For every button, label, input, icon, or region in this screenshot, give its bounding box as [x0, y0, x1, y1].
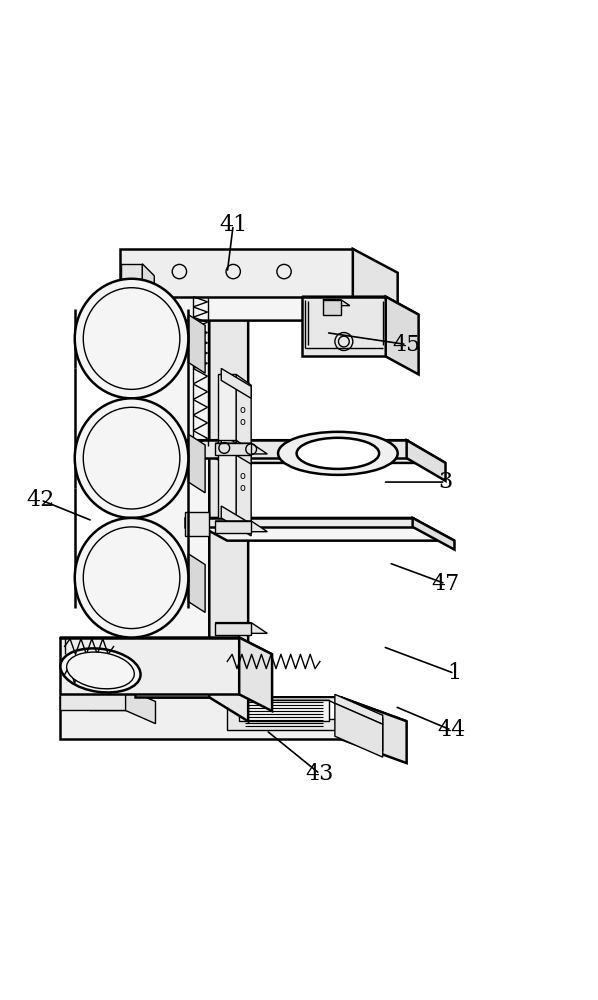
- Polygon shape: [132, 652, 152, 681]
- Polygon shape: [185, 440, 446, 463]
- Polygon shape: [227, 697, 383, 718]
- Polygon shape: [236, 440, 251, 529]
- Polygon shape: [218, 440, 236, 518]
- Text: 42: 42: [26, 489, 55, 511]
- Polygon shape: [302, 297, 386, 356]
- Polygon shape: [142, 264, 154, 300]
- Ellipse shape: [75, 518, 188, 638]
- Ellipse shape: [297, 438, 379, 469]
- Ellipse shape: [66, 652, 135, 689]
- Text: 47: 47: [431, 573, 460, 595]
- Polygon shape: [341, 697, 383, 751]
- Polygon shape: [386, 297, 419, 374]
- Text: 44: 44: [437, 719, 466, 741]
- Polygon shape: [60, 688, 126, 710]
- Polygon shape: [135, 297, 209, 697]
- Polygon shape: [60, 697, 155, 710]
- Polygon shape: [209, 297, 248, 721]
- Polygon shape: [188, 315, 205, 373]
- Polygon shape: [239, 638, 272, 711]
- Polygon shape: [126, 688, 155, 724]
- Polygon shape: [188, 434, 205, 493]
- Text: 43: 43: [306, 763, 334, 785]
- Polygon shape: [353, 249, 398, 321]
- Text: 1: 1: [447, 662, 462, 684]
- Text: o: o: [239, 471, 245, 481]
- Polygon shape: [413, 518, 454, 550]
- Polygon shape: [221, 368, 251, 398]
- Polygon shape: [218, 374, 236, 440]
- Polygon shape: [120, 249, 353, 297]
- Polygon shape: [185, 440, 407, 458]
- Polygon shape: [185, 512, 209, 536]
- Polygon shape: [215, 623, 251, 635]
- Ellipse shape: [83, 288, 180, 389]
- Text: 41: 41: [219, 214, 248, 236]
- Polygon shape: [60, 638, 272, 654]
- Polygon shape: [185, 518, 413, 527]
- Text: o: o: [239, 405, 245, 415]
- Polygon shape: [215, 521, 251, 533]
- Polygon shape: [239, 700, 365, 719]
- Polygon shape: [335, 694, 383, 724]
- Ellipse shape: [75, 398, 188, 518]
- Polygon shape: [60, 638, 239, 694]
- Text: o: o: [239, 417, 245, 427]
- Polygon shape: [335, 703, 383, 757]
- Ellipse shape: [83, 407, 180, 509]
- Polygon shape: [227, 697, 341, 730]
- Text: 3: 3: [438, 471, 453, 493]
- Ellipse shape: [75, 279, 188, 398]
- Polygon shape: [221, 506, 251, 536]
- Ellipse shape: [60, 648, 141, 692]
- Polygon shape: [221, 434, 251, 464]
- Polygon shape: [215, 443, 251, 455]
- Polygon shape: [341, 697, 407, 763]
- Polygon shape: [323, 300, 341, 315]
- Polygon shape: [60, 697, 407, 721]
- Polygon shape: [185, 518, 454, 541]
- Polygon shape: [236, 374, 251, 451]
- Polygon shape: [323, 300, 350, 306]
- Text: 45: 45: [392, 334, 421, 356]
- Ellipse shape: [278, 432, 398, 475]
- Polygon shape: [120, 297, 398, 321]
- Polygon shape: [121, 288, 154, 300]
- Text: o: o: [239, 483, 245, 493]
- Polygon shape: [215, 623, 267, 633]
- Polygon shape: [188, 554, 205, 612]
- Polygon shape: [121, 264, 142, 288]
- Polygon shape: [60, 697, 341, 739]
- Ellipse shape: [83, 527, 180, 629]
- Polygon shape: [407, 440, 446, 481]
- Polygon shape: [239, 700, 329, 721]
- Polygon shape: [302, 297, 419, 315]
- Polygon shape: [215, 521, 267, 532]
- Polygon shape: [215, 443, 267, 454]
